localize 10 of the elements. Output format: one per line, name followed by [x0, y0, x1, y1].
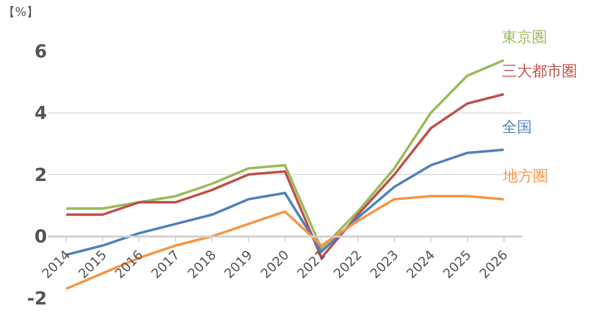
series-label: 全国 [502, 118, 532, 136]
y-tick-label: 6 [34, 41, 47, 62]
y-tick-label: 4 [34, 103, 47, 124]
series-label: 地方圏 [502, 167, 548, 185]
y-tick-label: -2 [27, 288, 47, 310]
series-label: 東京圏 [502, 28, 547, 46]
y-tick-label: 0 [34, 226, 47, 248]
series-label: 三大都市圏 [502, 62, 577, 80]
y-axis-title: 【%】 [3, 5, 38, 19]
y-tick-label: 2 [34, 164, 47, 186]
